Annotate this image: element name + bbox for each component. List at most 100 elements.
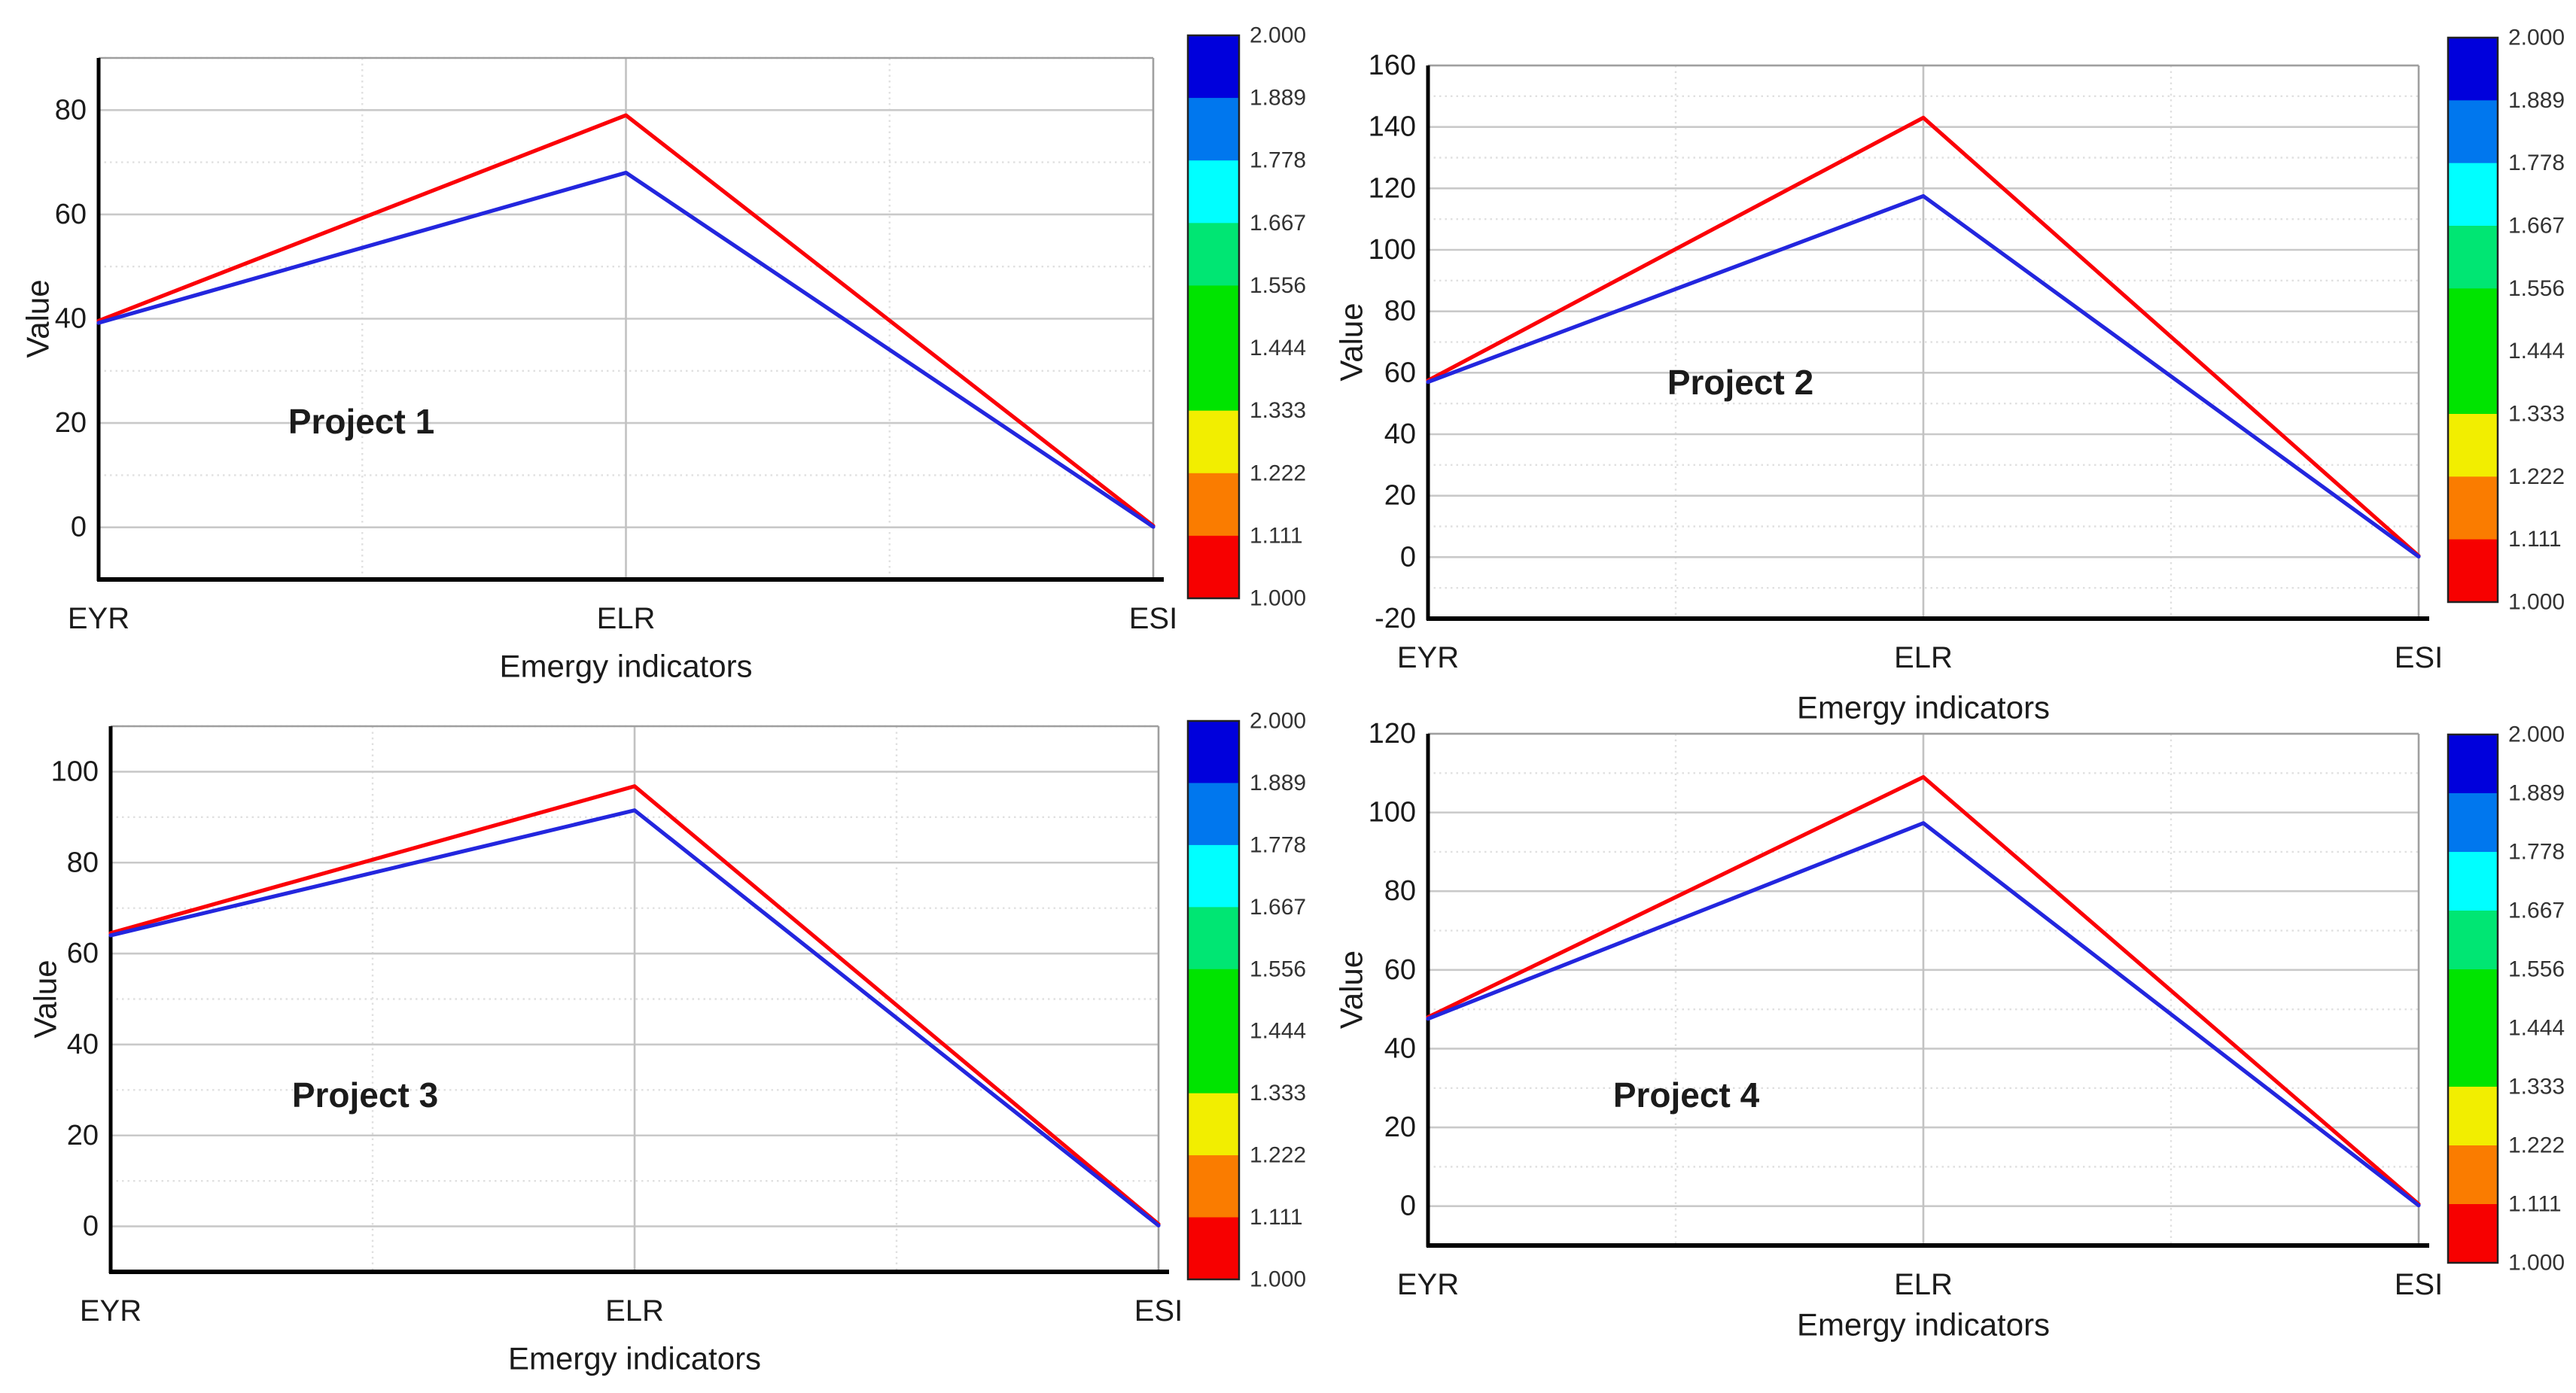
colorbar-band (2448, 793, 2498, 853)
project-2-red-line (1426, 115, 2421, 558)
colorbar-band (1188, 223, 1239, 287)
colorbar-tick-label: 1.333 (1250, 1081, 1306, 1106)
project-2-blue-line (1426, 193, 2421, 559)
y-tick-label: 80 (55, 94, 87, 126)
colorbar-band (1188, 410, 1239, 474)
y-tick-label: 120 (1369, 172, 1416, 204)
project-1-red-line (96, 113, 1156, 528)
colorbar-band (2448, 163, 2498, 227)
y-axis-title: Value (20, 279, 56, 357)
chart-project-3: 0 20 40 60 80 100 EYR ELR ESI Emergy indicators Va… (28, 709, 1307, 1376)
project-4-red-line (1426, 774, 2421, 1206)
x-axis-title: Emergy indicators (499, 649, 752, 684)
y-tick-label: -20 (1375, 603, 1416, 634)
colorbar-tick-label: 1.556 (1250, 273, 1306, 298)
colorbar-band (1188, 721, 1239, 784)
y-tick-label: 20 (67, 1120, 99, 1151)
x-tick-label: ESI (2395, 1268, 2443, 1301)
y-tick-label: 40 (1384, 418, 1416, 450)
y-axis-title: Value (1334, 303, 1369, 381)
y-tick-label: 20 (1384, 480, 1416, 512)
y-tick-label: 40 (67, 1029, 99, 1060)
colorbar-tick-label: 1.889 (2508, 781, 2565, 806)
y-tick-label: 20 (1384, 1112, 1416, 1143)
colorbar-tick-label: 1.222 (2508, 464, 2565, 489)
colorbar-tick-label: 1.000 (1250, 586, 1306, 611)
colorbar-tick-label: 1.444 (2508, 339, 2565, 363)
x-tick-label: EYR (80, 1294, 142, 1328)
colorbar-band (2448, 969, 2498, 1087)
y-tick-label: 60 (1384, 954, 1416, 986)
colorbar-tick-label: 1.889 (2508, 88, 2565, 113)
y-tick-label: 80 (1384, 875, 1416, 907)
y-tick-label: 0 (83, 1211, 99, 1242)
chart-title: Project 1 (288, 402, 434, 441)
y-tick-label: 80 (1384, 296, 1416, 327)
colorbar-outline (2447, 733, 2499, 1264)
colorbar-band (2448, 38, 2498, 102)
colorbar-tick-label: 1.444 (1250, 336, 1306, 360)
colorbar-tick-label: 1.000 (1250, 1267, 1306, 1292)
y-tick-label: 100 (1369, 234, 1416, 266)
colorbar-tick-label: 1.222 (1250, 1143, 1306, 1168)
colorbar-tick-label: 1.889 (1250, 771, 1306, 795)
x-tick-label: EYR (1397, 641, 1459, 674)
colorbar-band (2448, 852, 2498, 911)
colorbar-tick-label: 1.444 (1250, 1019, 1306, 1044)
x-tick-label: ELR (605, 1294, 664, 1328)
colorbar-band (1188, 1093, 1239, 1156)
y-tick-label: 0 (71, 512, 87, 543)
x-tick-label: ESI (1129, 602, 1177, 635)
colorbar-band (2448, 226, 2498, 290)
y-tick-label: 100 (1369, 797, 1416, 829)
x-tick-label: EYR (1397, 1268, 1459, 1301)
colorbar-band (2448, 1204, 2498, 1264)
colorbar-tick-label: 2.000 (2508, 722, 2565, 747)
colorbar-band (1188, 907, 1239, 970)
colorbar-tick-label: 1.222 (1250, 461, 1306, 485)
colorbar-band (2448, 100, 2498, 164)
colorbar-tick-label: 2.000 (2508, 26, 2565, 50)
chart-project-1: 0 20 40 60 80 EYR ELR ESI Emergy indicators Value… (20, 23, 1307, 684)
colorbar-tick-label: 2.000 (1250, 23, 1306, 48)
colorbar-tick-label: 1.111 (1250, 1205, 1303, 1230)
colorbar-band (1188, 98, 1239, 162)
x-axis-title: Emergy indicators (1797, 690, 2050, 725)
colorbar-band (1188, 783, 1239, 846)
colorbar-outline (1186, 719, 1241, 1281)
project-3-blue-line (108, 808, 1161, 1227)
colorbar-legend: 2.000 1.889 1.778 1.667 1.556 1.444 1.333 1.222… (1186, 23, 1306, 611)
y-axis-title: Value (1334, 950, 1369, 1029)
y-tick-label: 20 (55, 407, 87, 439)
y-tick-label: 100 (51, 756, 99, 787)
colorbar-tick-label: 2.000 (1250, 709, 1306, 734)
colorbar-band (2448, 1087, 2498, 1146)
chart-project-2: -20 0 20 40 60 80 100 120 140 160 EYR ELR ESI Emergy … (1334, 26, 2565, 725)
y-tick-label: 60 (1384, 357, 1416, 388)
colorbar-band (2448, 735, 2498, 794)
colorbar-band (1188, 535, 1239, 599)
colorbar-tick-label: 1.667 (1250, 895, 1306, 920)
colorbar-tick-label: 1.778 (1250, 832, 1306, 857)
chart-title: Project 2 (1667, 363, 1813, 402)
y-tick-label: 160 (1369, 50, 1416, 81)
x-tick-label: ELR (597, 602, 656, 635)
x-axis-title: Emergy indicators (1797, 1307, 2050, 1343)
colorbar-tick-label: 1.000 (2508, 590, 2565, 615)
colorbar-tick-label: 1.222 (2508, 1133, 2565, 1158)
colorbar-legend: 2.000 1.889 1.778 1.667 1.556 1.444 1.333 1.222… (2447, 722, 2565, 1276)
y-tick-label: 60 (67, 938, 99, 969)
colorbar-band (1188, 969, 1239, 1094)
colorbar-tick-label: 1.333 (2508, 402, 2565, 427)
y-tick-label: 60 (55, 199, 87, 230)
colorbar-tick-label: 1.667 (2508, 214, 2565, 239)
colorbar-band (1188, 473, 1239, 537)
y-tick-label: 140 (1369, 111, 1416, 143)
colorbar-band (1188, 285, 1239, 412)
colorbar-tick-label: 1.667 (1250, 211, 1306, 236)
project-4-blue-line (1426, 821, 2421, 1208)
colorbar-tick-label: 1.778 (2508, 151, 2565, 175)
colorbar-tick-label: 1.000 (2508, 1251, 2565, 1276)
